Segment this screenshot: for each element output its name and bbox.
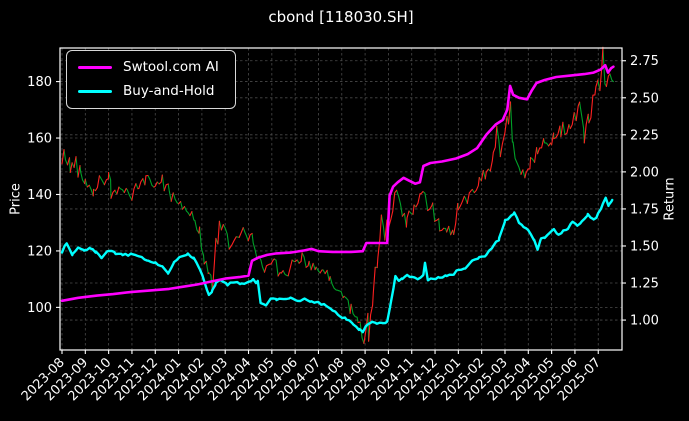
y-tick-label-right: 2.75 bbox=[630, 54, 659, 69]
y-tick-label-left: 120 bbox=[27, 244, 52, 259]
y-tick-label-right: 1.50 bbox=[630, 239, 659, 254]
price-line-up bbox=[61, 46, 611, 344]
y-tick-label-right: 2.50 bbox=[630, 91, 659, 106]
price-line-down bbox=[63, 46, 614, 344]
legend-item-ai: Swtool.com AI bbox=[78, 59, 219, 76]
y-tick-label-left: 140 bbox=[27, 188, 52, 203]
y-tick-label-right: 1.75 bbox=[630, 202, 659, 217]
y-tick-label-right: 1.25 bbox=[630, 277, 659, 292]
y-tick-label-right: 1.00 bbox=[630, 314, 659, 329]
y-tick-label-right: 2.25 bbox=[630, 128, 659, 143]
ai-strategy-line bbox=[60, 63, 615, 303]
legend-label-buy-hold: Buy-and-Hold bbox=[123, 83, 215, 99]
chart-title: cbond [118030.SH] bbox=[268, 8, 414, 26]
axes-spines bbox=[59, 47, 623, 351]
legend-line-swatch-buy-hold bbox=[78, 89, 112, 94]
legend-line-swatch-ai bbox=[78, 65, 112, 70]
y-tick-label-left: 100 bbox=[27, 301, 52, 316]
legend: Swtool.com AI Buy-and-Hold bbox=[66, 50, 236, 109]
y-tick-label-right: 2.00 bbox=[630, 165, 659, 180]
legend-item-buy-hold: Buy-and-Hold bbox=[78, 83, 219, 100]
y-tick-label-left: 160 bbox=[27, 132, 52, 147]
buy-and-hold-line bbox=[60, 196, 614, 334]
y-tick-label-left: 180 bbox=[27, 75, 52, 90]
legend-label-ai: Swtool.com AI bbox=[123, 59, 219, 75]
